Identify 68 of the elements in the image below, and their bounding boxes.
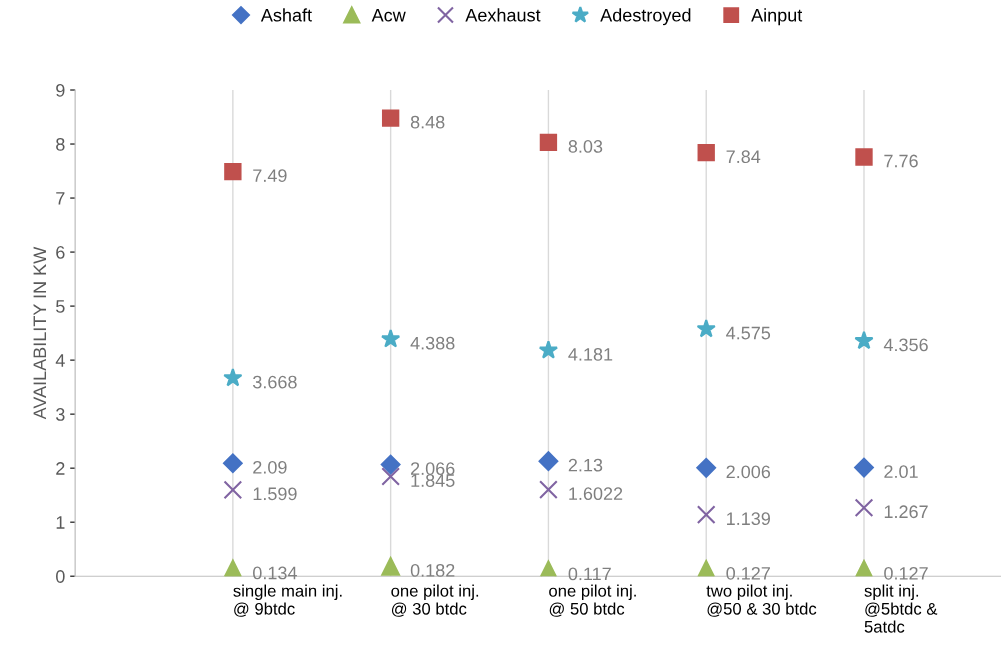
point xyxy=(223,367,243,387)
point xyxy=(381,467,401,486)
data-label: 1.6022 xyxy=(569,487,623,501)
data-label: 4.388 xyxy=(410,336,455,350)
y-tick-label: 9 xyxy=(56,83,65,97)
x-tick-label: one pilot inj. @ 30 btdc xyxy=(391,584,479,617)
data-label: 8.03 xyxy=(568,140,603,153)
y-tick-label: 8 xyxy=(56,137,65,151)
data-label: 7.84 xyxy=(726,150,761,164)
point xyxy=(539,480,558,500)
point xyxy=(696,457,717,478)
data-label: 1.267 xyxy=(884,505,928,519)
data-label: 8.48 xyxy=(410,115,445,129)
point xyxy=(224,162,242,181)
point xyxy=(223,480,243,500)
point xyxy=(696,505,716,525)
y-tick-label: 4 xyxy=(55,354,65,367)
y-tick-label: 2 xyxy=(56,462,65,475)
point xyxy=(381,329,401,348)
y-tick-label: 1 xyxy=(56,516,65,529)
data-label: 0.117 xyxy=(568,567,611,581)
y-axis-title: AVAILABILITY IN KW xyxy=(33,246,47,420)
data-label: 7.76 xyxy=(884,154,918,168)
data-label: 4.356 xyxy=(883,338,928,352)
y-tick-label: 0 xyxy=(56,570,65,583)
data-label: 0.127 xyxy=(884,566,928,580)
data-label: 7.49 xyxy=(253,169,287,182)
legend-label: Ashaft xyxy=(260,8,312,22)
legend-label: Adestroyed xyxy=(600,8,691,26)
point xyxy=(380,454,401,475)
legend-label: Acw xyxy=(371,8,406,22)
point xyxy=(696,559,716,577)
point xyxy=(855,148,873,166)
point xyxy=(538,340,559,359)
point xyxy=(854,498,874,518)
data-label: 4.575 xyxy=(726,326,771,340)
y-tick-label: 7 xyxy=(56,192,65,205)
x-tick-label: one pilot inj. @ 50 btdc xyxy=(549,584,636,617)
point xyxy=(854,330,874,350)
point xyxy=(381,109,400,127)
point xyxy=(538,451,559,472)
point xyxy=(697,143,715,162)
x-tick-label: two pilot inj. @50 & 30 btdc xyxy=(706,584,817,617)
legend-label: Aexhaust xyxy=(465,8,541,22)
point xyxy=(381,556,401,576)
y-tick-label: 5 xyxy=(56,300,65,313)
point xyxy=(539,133,558,152)
data-label: 3.668 xyxy=(252,375,297,389)
y-tick-label: 3 xyxy=(56,408,65,421)
data-label: 1.845 xyxy=(411,474,455,487)
data-label: 4.181 xyxy=(568,347,613,361)
data-label: 0.134 xyxy=(253,566,297,580)
data-label: 0.127 xyxy=(726,566,770,580)
point xyxy=(854,457,874,478)
point xyxy=(222,453,243,474)
point xyxy=(696,318,716,338)
legend-label: Ainput xyxy=(751,8,803,26)
x-tick-label: single main inj. @ 9btdc xyxy=(233,584,342,617)
data-label: 1.599 xyxy=(253,487,297,501)
data-label: 0.182 xyxy=(410,563,455,577)
data-label: 1.139 xyxy=(727,512,770,526)
data-label: 2.09 xyxy=(253,460,287,474)
data-label: 2.066 xyxy=(411,462,455,475)
x-tick-label: split inj. @5btdc & 5atdc xyxy=(864,584,938,633)
data-label: 2.13 xyxy=(568,458,603,472)
y-tick-label: 6 xyxy=(56,246,65,259)
data-label: 2.006 xyxy=(726,465,771,479)
data-label: 2.01 xyxy=(884,465,918,479)
